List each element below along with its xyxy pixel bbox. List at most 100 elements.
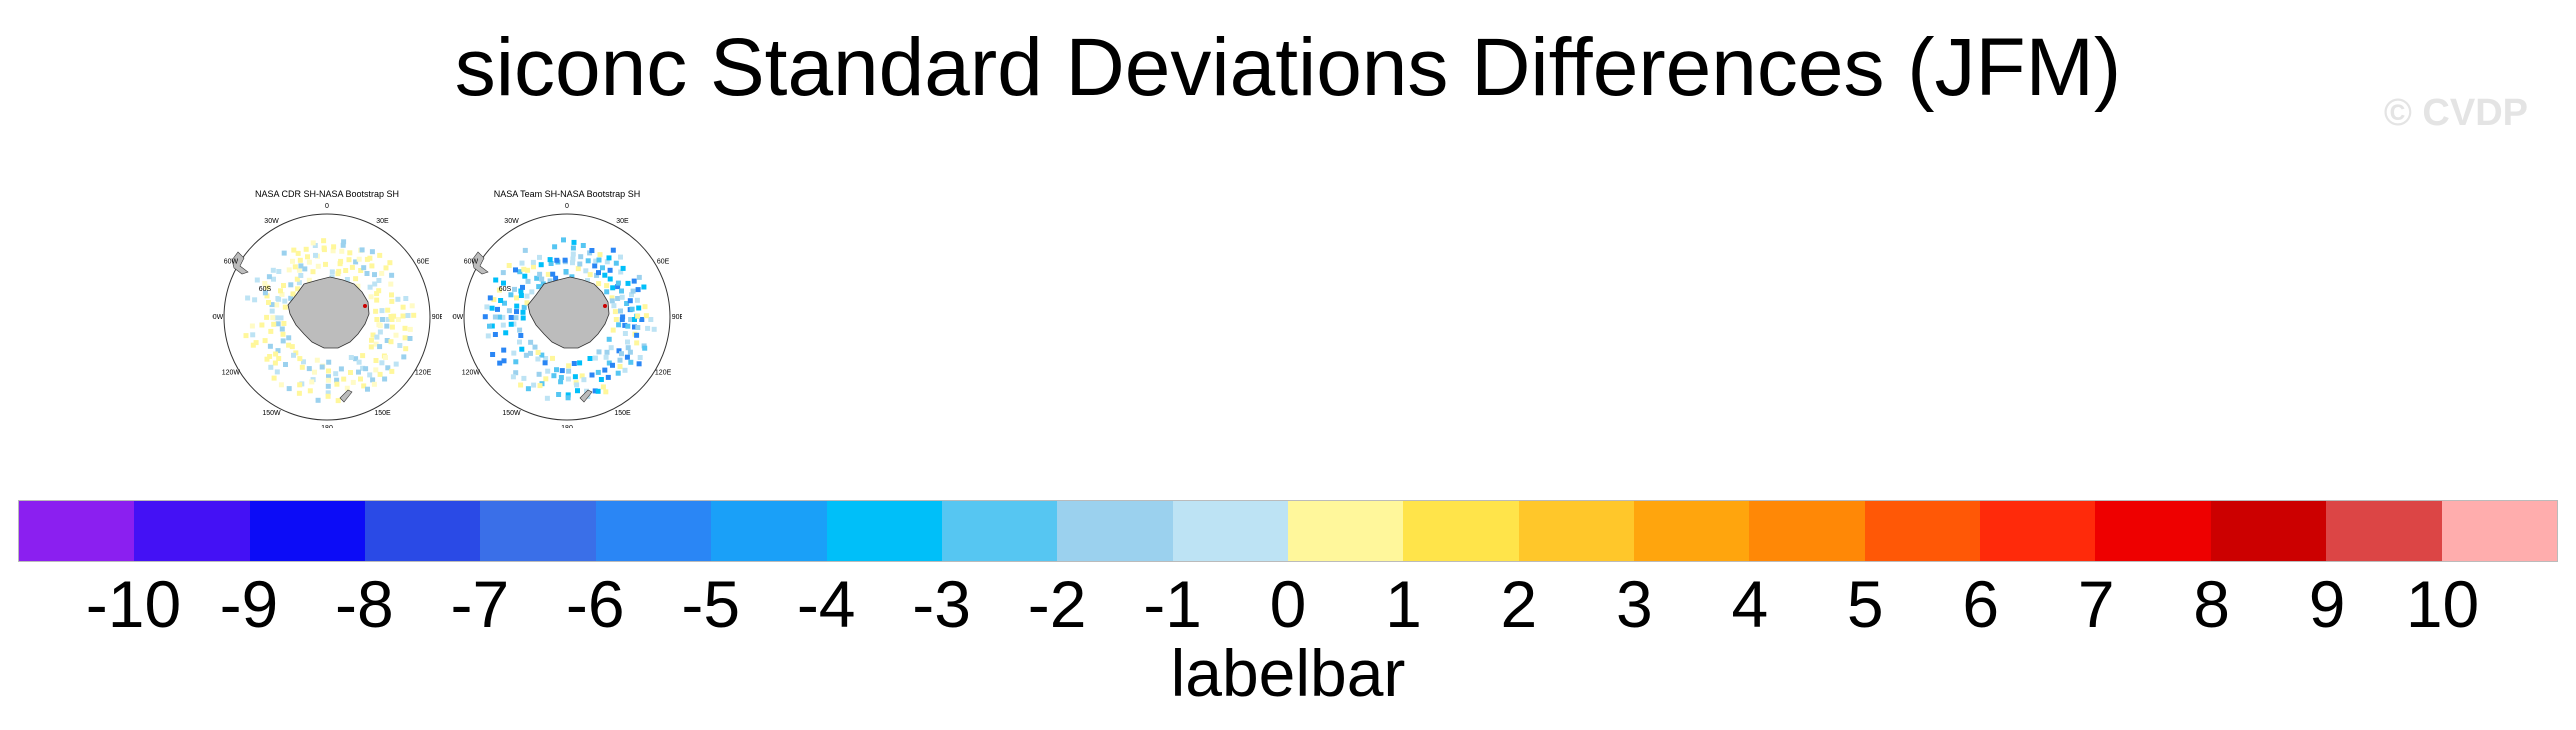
data-cell [333, 371, 339, 377]
longitude-label: 60E [657, 259, 670, 266]
data-cell [264, 293, 270, 299]
data-cell [609, 295, 615, 301]
data-cell [266, 300, 271, 305]
data-cell [383, 355, 388, 360]
data-cell [264, 356, 270, 362]
data-cell [367, 284, 373, 290]
data-cell [503, 330, 509, 336]
data-cell [377, 252, 383, 258]
data-cell [401, 354, 407, 360]
colorbar-tick-label: 0 [1269, 567, 1307, 641]
data-cell [552, 244, 558, 250]
data-cell [307, 388, 313, 394]
data-cell [530, 259, 536, 265]
data-cell [353, 356, 359, 362]
data-cell [519, 260, 525, 266]
data-cell [389, 298, 395, 304]
data-cell [571, 239, 577, 245]
data-cell [253, 340, 259, 346]
data-cell [618, 308, 623, 314]
data-cell [531, 264, 536, 270]
data-cell [513, 370, 519, 376]
data-cell [303, 246, 309, 252]
data-cell [325, 393, 331, 399]
data-cell [636, 305, 642, 311]
data-cell [615, 280, 621, 286]
data-cell [603, 354, 609, 360]
data-cell [604, 259, 610, 265]
data-cell [310, 240, 316, 246]
data-cell [374, 317, 380, 322]
data-cell [496, 287, 502, 293]
data-cell [615, 296, 621, 301]
data-cell [306, 366, 312, 372]
data-cell [268, 328, 274, 334]
data-cell [330, 248, 336, 254]
longitude-label: 90E [432, 314, 442, 321]
colorbar-tick-label: 8 [2193, 567, 2230, 641]
colorbar-tick-label: -1 [1143, 567, 1202, 641]
data-cell [539, 276, 545, 282]
data-cell [276, 356, 282, 361]
data-cell [615, 370, 621, 376]
data-cell [370, 377, 376, 383]
data-cell [592, 388, 598, 394]
data-cell [380, 317, 385, 322]
data-cell [267, 343, 273, 349]
new-zealand-landmass [579, 389, 593, 403]
data-cell [286, 386, 292, 392]
data-cell [286, 267, 292, 273]
data-cell [592, 355, 598, 361]
antarctica-landmass [527, 276, 610, 349]
colorbar-tick-label: -10 [85, 567, 182, 641]
data-cell [615, 284, 621, 290]
colorbar-swatch [711, 501, 827, 561]
data-cell [604, 283, 610, 289]
data-cell [409, 303, 415, 309]
data-cell [339, 248, 345, 254]
data-cell [635, 287, 641, 293]
map-panel-2: NASA Team SH-NASA Bootstrap SH 0 30E 60E 90… [452, 188, 682, 428]
data-cell [565, 392, 571, 398]
data-cell [631, 278, 637, 284]
data-cell [389, 292, 394, 298]
data-cell [385, 317, 391, 322]
data-cell [497, 360, 503, 366]
data-cell [275, 321, 281, 327]
data-cell [529, 289, 535, 295]
data-cell [535, 356, 541, 362]
longitude-label: 0 [565, 203, 569, 210]
data-cell [517, 327, 523, 333]
data-cell [482, 314, 488, 320]
data-cell [373, 358, 379, 363]
colorbar-swatch [1634, 501, 1750, 561]
data-cell [550, 355, 555, 361]
data-cell [610, 327, 616, 333]
data-cell [625, 339, 630, 345]
data-cell [274, 302, 280, 308]
data-cell [625, 345, 631, 351]
data-cell [580, 243, 586, 248]
data-cell [315, 263, 321, 269]
colorbar-swatch [2326, 501, 2442, 561]
data-cell [493, 277, 499, 283]
data-cell [487, 295, 493, 301]
data-cell [565, 376, 571, 382]
data-cell [312, 369, 317, 375]
colorbar-tick-label: -6 [565, 567, 625, 641]
data-cell [501, 280, 506, 286]
colorbar-swatch [1980, 501, 2096, 561]
data-cell [520, 284, 525, 290]
data-cell [600, 265, 605, 271]
data-cell [326, 374, 331, 380]
data-cell [539, 352, 545, 358]
data-cell [281, 283, 286, 288]
data-cell [528, 350, 533, 356]
data-cell [301, 359, 306, 365]
data-cell [500, 322, 506, 328]
data-cell [496, 314, 502, 320]
data-cell [388, 314, 394, 319]
data-cell [252, 297, 258, 303]
data-cell [532, 344, 538, 350]
data-cell [514, 309, 519, 315]
